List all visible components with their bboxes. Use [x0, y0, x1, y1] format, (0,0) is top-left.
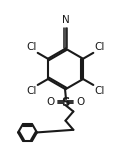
Text: O: O	[47, 97, 55, 107]
Text: O: O	[76, 97, 84, 107]
Text: S: S	[61, 96, 70, 109]
Text: Cl: Cl	[94, 42, 104, 52]
Text: Cl: Cl	[94, 86, 104, 96]
Text: N: N	[62, 15, 69, 25]
Text: Cl: Cl	[27, 42, 37, 52]
Text: Cl: Cl	[27, 86, 37, 96]
